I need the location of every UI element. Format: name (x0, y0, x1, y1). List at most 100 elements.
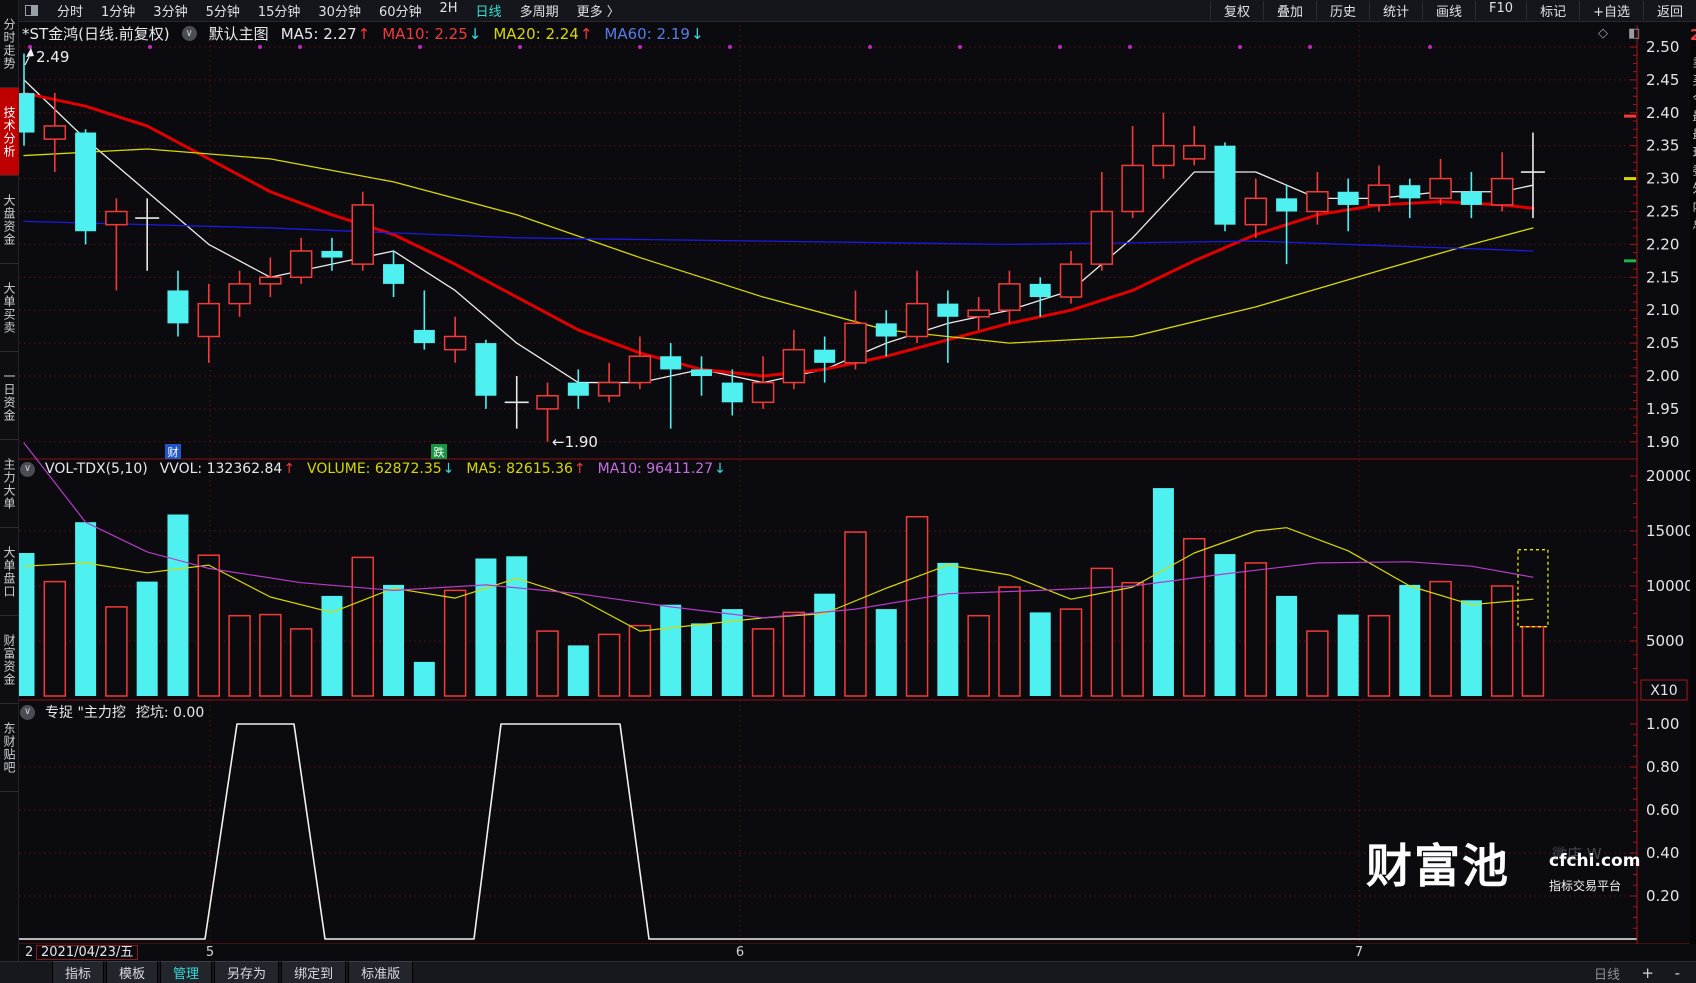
menu-item-period-9[interactable]: 多周期 (519, 5, 559, 20)
menu-item-action-4[interactable]: 画线 (1422, 1, 1475, 20)
annotation-arrow-stem (24, 56, 30, 66)
candle-body (1214, 145, 1236, 225)
sidebar-item-1[interactable]: 技术分析 (0, 88, 19, 176)
value-text: VOL-TDX(5,10) (45, 461, 148, 477)
toolbar-item-2[interactable]: 管理 (160, 961, 213, 983)
sidebar-item-3[interactable]: 大单买卖 (0, 264, 19, 352)
menu-item-action-5[interactable]: F10 (1475, 1, 1526, 20)
volume-bar (1059, 608, 1083, 697)
sidebar-item-0[interactable]: 分时走势 (0, 0, 19, 88)
signal-dot (1238, 45, 1242, 49)
stock-title: *ST金鸿(日线.前复权) (22, 25, 170, 43)
sidebar-item-8[interactable]: 东财贴吧 (0, 704, 19, 792)
period-menubar: 分时 1分钟 3分钟 5分钟 15分钟 30分钟 60分钟 2H 日线 多周期 更多 〉 复权 叠加历… (19, 0, 1696, 22)
volume-header: ∨ VOL-TDX(5,10) VVOL: 132362.84 ↑ VOLUME: 6… (20, 461, 726, 477)
menu-item-period-7[interactable]: 2H (439, 1, 458, 16)
zoom-out-button[interactable]: - (1674, 964, 1680, 982)
pane-corner-icons[interactable]: ◇ ◧ (1598, 26, 1649, 41)
candle-body (43, 125, 67, 140)
signal-dot (28, 45, 32, 49)
axis-label: 2.20 (1646, 235, 1679, 253)
ma-line-MA20 (23, 148, 1534, 344)
indicator-line (18, 723, 1637, 940)
candle-body (998, 283, 1021, 311)
window-icon[interactable] (25, 5, 38, 16)
menu-item-action-3[interactable]: 统计 (1369, 1, 1422, 20)
menu-item-action-8[interactable]: 返回 (1642, 1, 1696, 20)
chevron-down-icon[interactable]: ∨ (20, 461, 35, 477)
volume-bar (75, 522, 97, 696)
volume-bar (597, 633, 621, 697)
sidebar-item-5[interactable]: 主力大单 (0, 440, 19, 528)
sidebar-item-2[interactable]: 大盘资金 (0, 176, 19, 264)
signal-dot (258, 45, 262, 49)
volume-bar (1090, 567, 1114, 697)
menu-item-period-0[interactable]: 分时 (57, 5, 84, 20)
header-value-0: VOL-TDX(5,10) (45, 461, 148, 477)
menu-item-period-5[interactable]: 30分钟 (318, 5, 361, 20)
candle-body (105, 210, 128, 226)
xaxis-tick-2: 7 (1354, 945, 1364, 960)
menu-item-action-1[interactable]: 叠加 (1262, 1, 1316, 20)
toolbar-item-1[interactable]: 模板 (106, 961, 159, 983)
volume-bar (1182, 537, 1206, 697)
axis-label: 15000 (1646, 522, 1694, 540)
volume-unit-label: X10 (1650, 683, 1677, 699)
toolbar-item-5[interactable]: 标准版 (348, 961, 414, 983)
axis-label: 0.60 (1646, 801, 1679, 819)
candle-body (351, 204, 374, 265)
axis-label: 2.30 (1646, 170, 1679, 188)
menu-item-period-1[interactable]: 1分钟 (101, 5, 136, 20)
zoom-in-button[interactable]: + (1641, 964, 1654, 982)
sidebar-item-6[interactable]: 大单盘口 (0, 528, 19, 616)
toolbar-item-3[interactable]: 另存为 (214, 961, 280, 983)
sidebar-item-7[interactable]: 财富资金 (0, 616, 19, 704)
candle-body (1059, 263, 1083, 298)
annotation-arrow-icon (26, 48, 34, 57)
marker-badge-1: 跌 (431, 444, 447, 459)
toolbar-item-0[interactable]: 指标 (52, 961, 105, 983)
volume-bar (1337, 614, 1359, 696)
indicator-value: 挖坑: 0.00 (135, 705, 205, 721)
chart-action-menu: 复权 叠加 历史 统计 画线 F10 标记 +自选 返回 (1209, 1, 1696, 20)
chevron-down-icon[interactable]: ∨ (20, 704, 35, 720)
volume-bar (475, 558, 497, 696)
highlight-box (1517, 549, 1549, 628)
bottom-toolbar: 指标 模板 管理 另存为 绑定到 标准版 日线 + - (0, 961, 1696, 983)
menu-item-period-10[interactable]: 更多 〉 (576, 5, 620, 20)
menu-item-action-0[interactable]: 复权 (1209, 1, 1263, 20)
menu-item-period-3[interactable]: 5分钟 (205, 5, 240, 20)
ma-line-MA60 (23, 220, 1534, 252)
axis-label: 1.90 (1646, 433, 1679, 451)
value-text: MA10: 96411.27 (597, 461, 714, 477)
volume-bar (1399, 584, 1421, 696)
volume-bar (413, 661, 435, 696)
candle-body (167, 290, 189, 324)
menu-item-action-7[interactable]: +自选 (1579, 1, 1643, 20)
candle-body (536, 394, 559, 410)
axis-label: 2.10 (1646, 301, 1679, 319)
menu-item-period-6[interactable]: 60分钟 (378, 5, 422, 20)
volume-bar (321, 595, 343, 696)
candle-body (628, 355, 652, 384)
sidebar-item-4[interactable]: 一日资金 (0, 352, 19, 440)
candle-body (660, 356, 682, 370)
scheme-label[interactable]: 默认主图 (208, 25, 269, 43)
xaxis-row: 2 2021/04/23/五 5 6 7 (0, 944, 1696, 961)
menu-item-action-2[interactable]: 历史 (1315, 1, 1369, 20)
candle-body (844, 322, 867, 364)
header-value-1: VVOL: 132362.84 ↑ (160, 461, 295, 477)
chevron-down-icon[interactable]: ∨ (181, 26, 197, 41)
menu-item-period-8[interactable]: 日线 (475, 5, 502, 20)
toolbar-item-4[interactable]: 绑定到 (281, 961, 347, 983)
trend-arrow-icon: ↑ (283, 461, 296, 477)
candle-body (1244, 197, 1268, 226)
menu-item-period-2[interactable]: 3分钟 (153, 5, 188, 20)
axis-label: 0.20 (1646, 887, 1679, 905)
menu-item-action-6[interactable]: 标记 (1526, 1, 1579, 20)
candle-body (875, 323, 897, 337)
period-indicator: 日线 (1593, 968, 1620, 983)
volume-bar (536, 630, 559, 697)
menu-item-period-4[interactable]: 15分钟 (257, 5, 301, 20)
